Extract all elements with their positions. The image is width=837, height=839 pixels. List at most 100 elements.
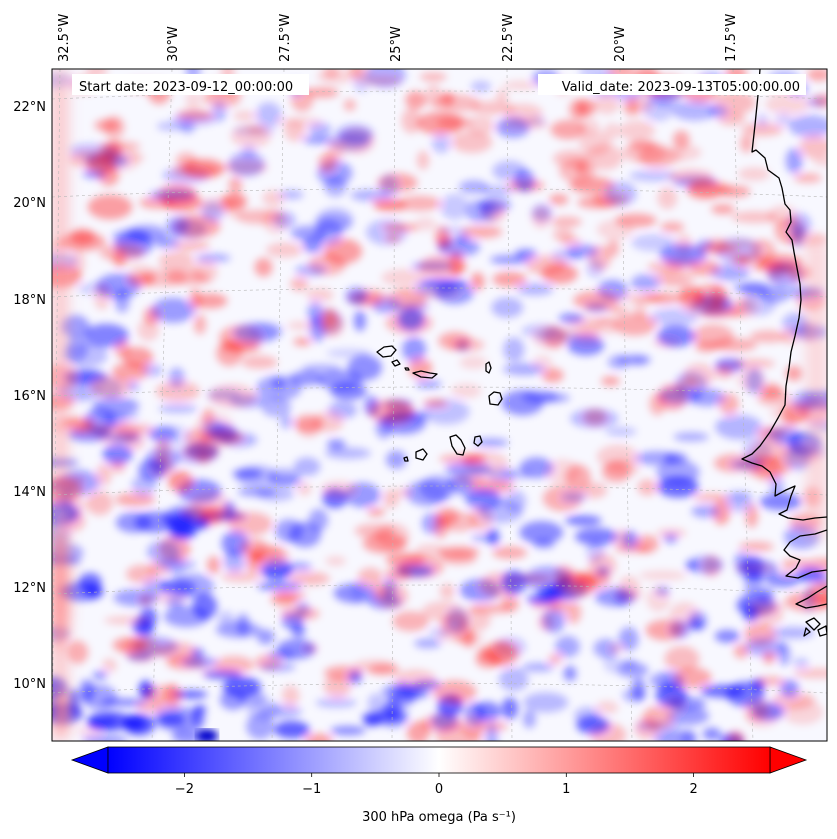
omega-ascent-cell	[217, 611, 235, 627]
omega-ascent-cell	[402, 336, 427, 362]
omega-ascent-cell	[363, 714, 382, 725]
omega-ascent-cell	[327, 439, 346, 450]
omega-ascent-cell	[630, 274, 661, 292]
omega-ascent-cell	[77, 370, 101, 383]
island-sao-nicolau	[412, 370, 438, 379]
valid-label-box	[538, 74, 806, 95]
omega-ascent-cell	[307, 301, 324, 325]
omega-ascent-cell	[149, 189, 195, 200]
omega-subsidence-cell	[304, 733, 333, 741]
omega-ascent-cell	[92, 396, 140, 416]
omega-subsidence-cell	[198, 430, 244, 446]
omega-subsidence-cell	[185, 90, 202, 111]
omega-ascent-cell	[315, 698, 357, 708]
lat-label-10n: 10°N	[13, 677, 46, 692]
omega-subsidence-cell	[607, 239, 620, 257]
omega-ascent-cell	[153, 424, 192, 448]
omega-ascent-cell	[131, 475, 156, 496]
omega-ascent-cell	[503, 337, 525, 362]
omega-ascent-cell	[288, 522, 322, 548]
omega-subsidence-cell	[414, 217, 437, 231]
gridline-lat-22	[52, 90, 827, 100]
omega-ascent-cell	[779, 679, 799, 698]
omega-ascent-cell	[466, 200, 490, 223]
omega-ascent-cell	[258, 705, 303, 718]
gridline-lon-30	[151, 69, 173, 741]
omega-ascent-cell	[522, 709, 537, 729]
map-plot-area[interactable]: Start date: 2023-09-12_00:00:00 Valid_da…	[32, 59, 837, 751]
omega-subsidence-cell	[263, 208, 288, 234]
omega-subsidence-cell	[398, 195, 442, 211]
omega-ascent-cell	[274, 721, 310, 739]
omega-ascent-cell	[154, 236, 180, 249]
omega-subsidence-cell	[736, 367, 766, 392]
omega-ascent-cell	[145, 447, 179, 472]
omega-subsidence-cell	[306, 87, 339, 98]
omega-subsidence-cell	[143, 685, 183, 703]
omega-ascent-cell	[102, 444, 133, 465]
omega-ascent-cell	[470, 80, 491, 93]
omega-subsidence-cell	[633, 297, 647, 319]
cape-verde-islands	[376, 345, 503, 462]
omega-subsidence-cell	[438, 546, 480, 558]
omega-subsidence-cell	[401, 108, 422, 134]
omega-ascent-cell	[313, 213, 352, 232]
omega-ascent-cell	[631, 677, 646, 701]
omega-subsidence-cell	[623, 98, 640, 117]
omega-subsidence-cell	[90, 375, 131, 398]
omega-subsidence-cell	[572, 324, 600, 337]
omega-ascent-cell	[743, 606, 758, 623]
omega-ascent-cell	[167, 557, 185, 578]
omega-ascent-cell	[108, 432, 141, 443]
omega-subsidence-cell	[323, 69, 339, 79]
omega-ascent-cell	[480, 185, 515, 197]
omega-subsidence-cell	[451, 131, 493, 153]
omega-ascent-cell	[191, 647, 205, 659]
omega-ascent-cell	[168, 527, 195, 541]
omega-subsidence-cell	[325, 556, 347, 566]
omega-subsidence-cell	[306, 288, 334, 302]
omega-subsidence-cell	[297, 419, 321, 438]
omega-subsidence-cell	[70, 251, 86, 275]
omega-ascent-cell	[333, 583, 377, 604]
omega-ascent-cell	[691, 505, 720, 518]
omega-subsidence-cell	[470, 272, 485, 291]
graticule	[52, 69, 827, 741]
gridline-lat-12	[52, 584, 827, 595]
omega-subsidence-cell	[418, 254, 467, 279]
omega-subsidence-cell	[414, 544, 446, 559]
omega-subsidence-cell	[576, 99, 596, 117]
omega-ascent-cell	[102, 716, 118, 728]
omega-ascent-cell	[803, 586, 815, 612]
coastline	[741, 69, 827, 637]
omega-subsidence-cell	[793, 668, 827, 679]
omega-ascent-cell	[516, 283, 554, 296]
omega-subsidence-cell	[688, 303, 730, 318]
omega-subsidence-cell	[575, 162, 589, 175]
omega-subsidence-cell	[601, 376, 620, 387]
omega-subsidence-cell	[68, 150, 112, 169]
island-santiago	[449, 434, 466, 456]
omega-ascent-cell	[656, 459, 700, 486]
omega-ascent-cell	[146, 540, 181, 563]
omega-subsidence-cell	[287, 321, 315, 331]
gridline-lon-27-5	[271, 69, 285, 741]
omega-ascent-cell	[788, 115, 827, 138]
omega-ascent-cell	[663, 533, 678, 544]
omega-ascent-cell	[317, 370, 363, 390]
gridline-lat-10	[52, 683, 827, 694]
omega-subsidence-cell	[293, 337, 312, 346]
omega-subsidence-cell	[573, 291, 620, 310]
omega-subsidence-cell	[372, 198, 405, 208]
omega-ascent-cell	[124, 716, 156, 737]
omega-subsidence-cell	[461, 716, 484, 740]
omega-subsidence-cell	[741, 122, 783, 136]
omega-subsidence-cell	[419, 72, 447, 82]
gridline-lat-14	[52, 485, 827, 496]
lat-label-22n: 22°N	[13, 100, 46, 115]
omega-subsidence-cell	[126, 564, 158, 584]
omega-subsidence-cell	[262, 190, 284, 206]
omega-ascent-cell	[744, 570, 763, 596]
omega-subsidence-cell	[367, 507, 386, 517]
omega-subsidence-cell	[94, 284, 110, 310]
